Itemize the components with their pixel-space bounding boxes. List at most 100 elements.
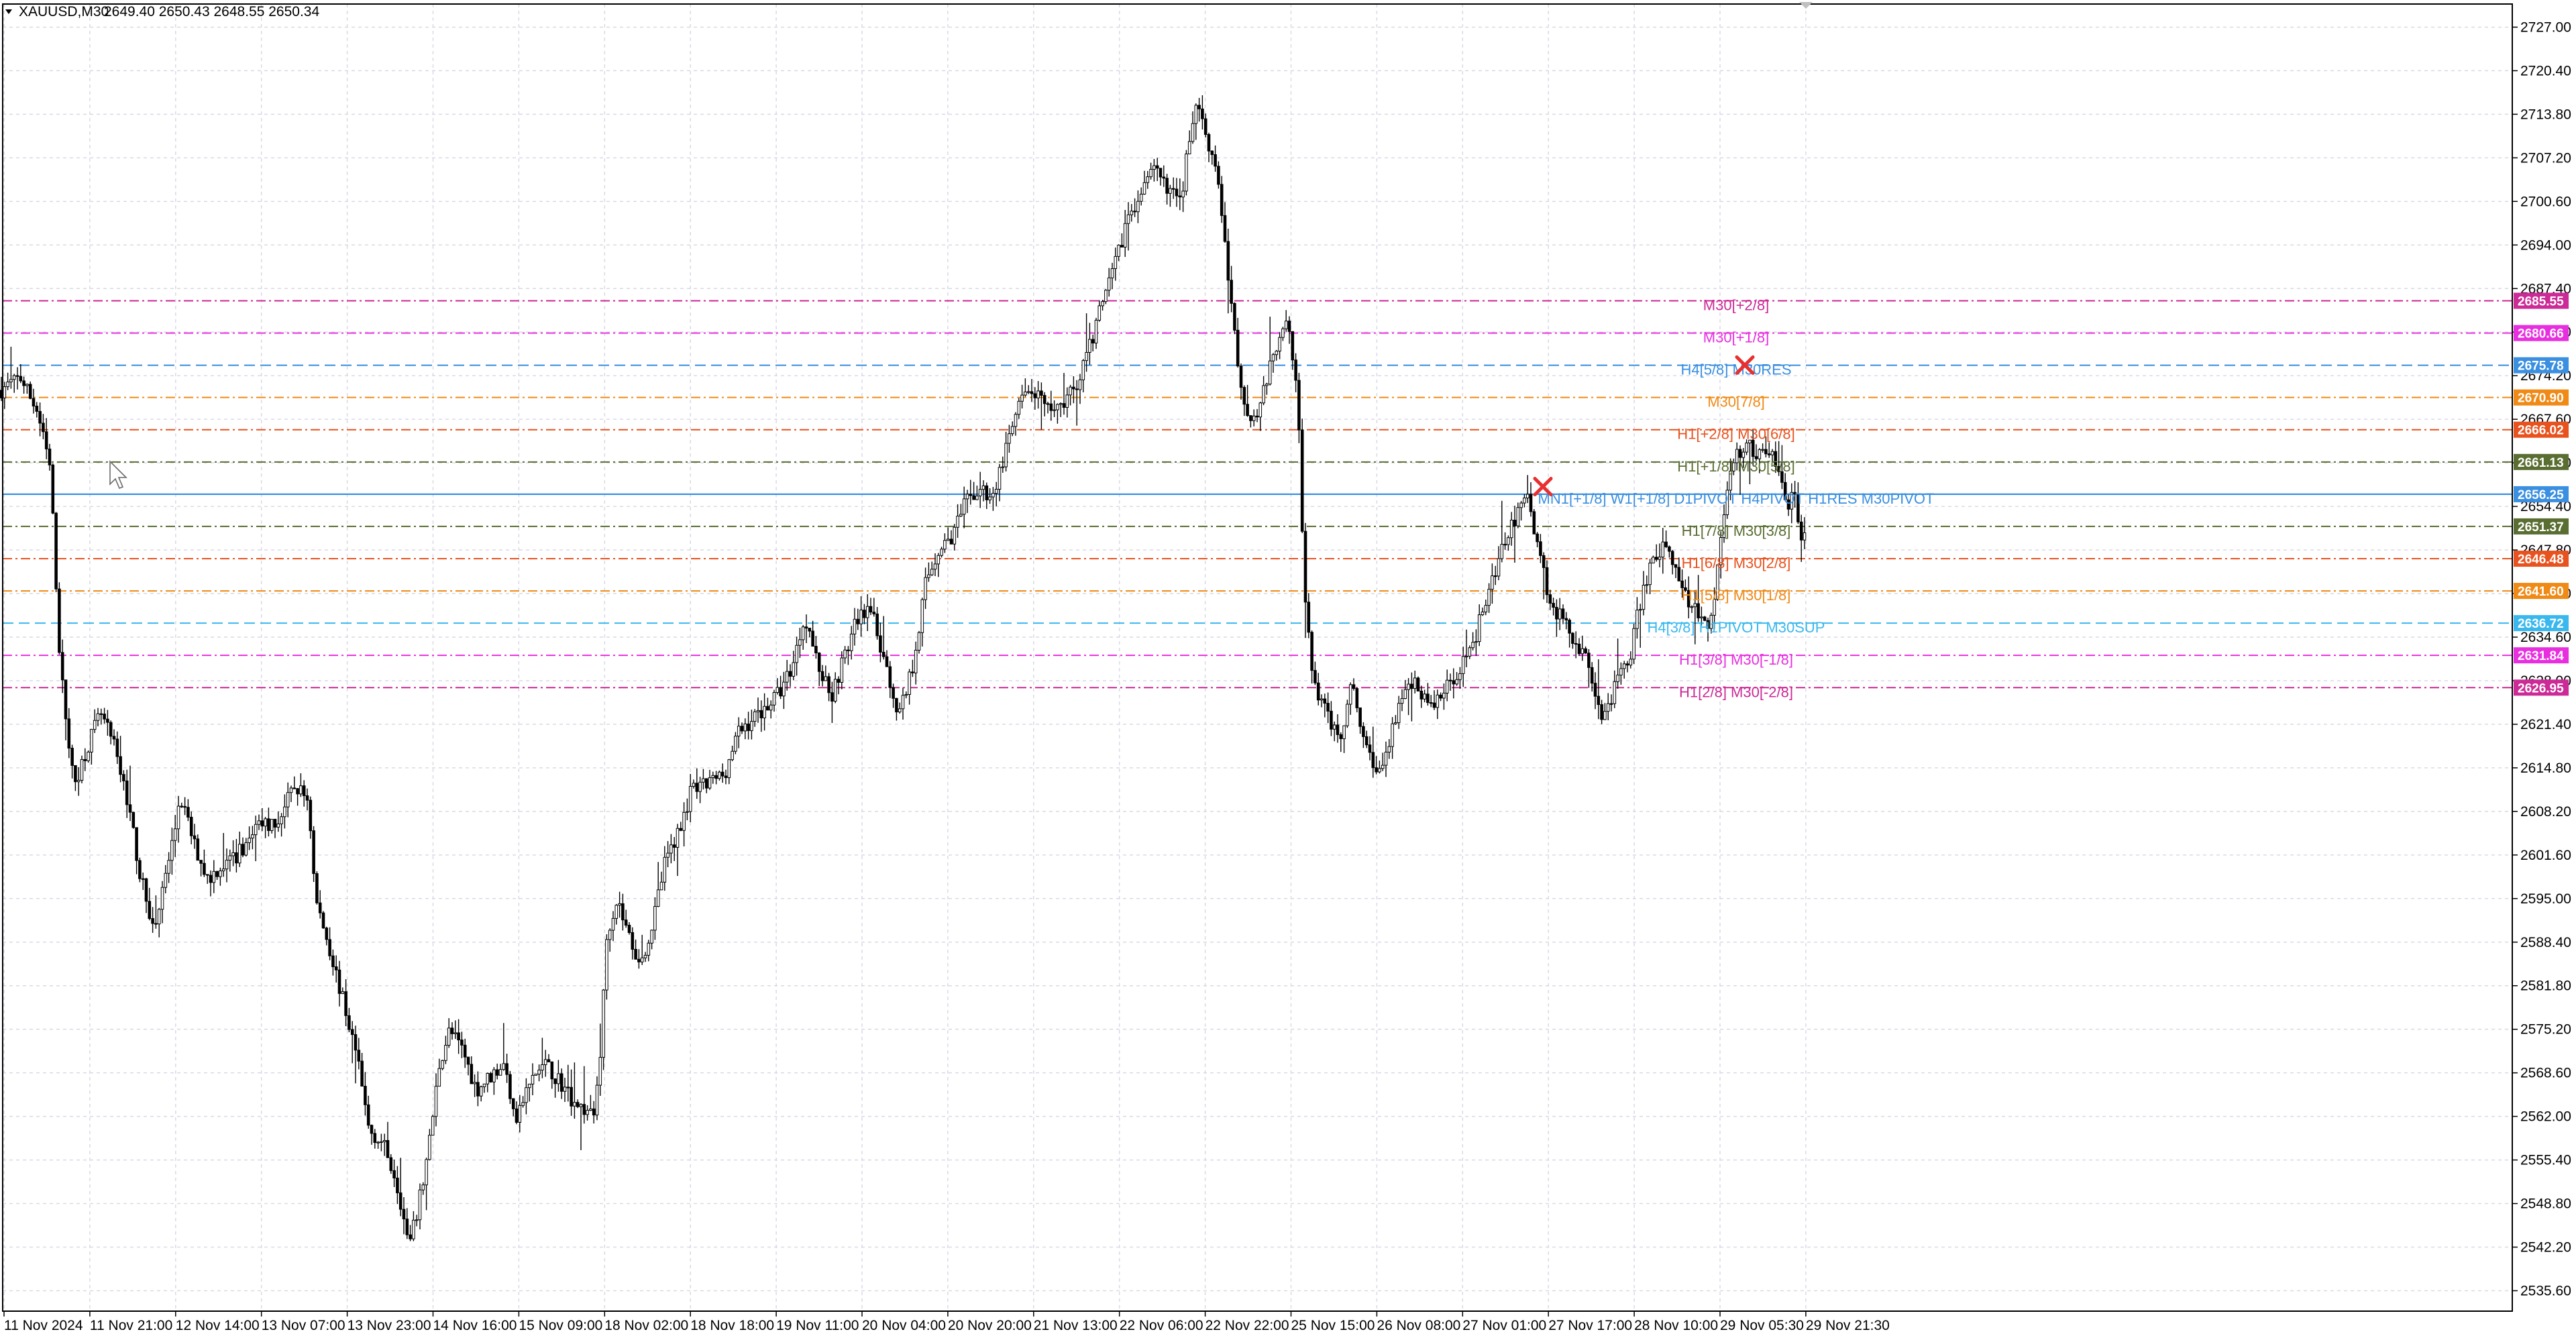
candle xyxy=(527,1083,531,1102)
candle xyxy=(1046,401,1050,414)
candle xyxy=(1155,158,1159,182)
candle xyxy=(1036,381,1040,409)
candle xyxy=(537,1064,541,1082)
candle xyxy=(1107,268,1111,297)
candle xyxy=(779,675,782,700)
level-label: H1[+2/8] M30[6/8] xyxy=(1677,426,1795,443)
candle xyxy=(1194,103,1198,140)
candle xyxy=(1246,384,1249,417)
candle xyxy=(1201,95,1204,130)
candle xyxy=(1069,384,1072,406)
candle xyxy=(1597,659,1601,720)
candle xyxy=(64,679,68,740)
candle xyxy=(106,710,109,736)
candle xyxy=(1400,689,1404,712)
x-tick-label: 28 Nov 10:00 xyxy=(1634,1318,1718,1333)
candle xyxy=(396,1166,399,1205)
symbol-menu-icon[interactable] xyxy=(5,9,12,14)
candle xyxy=(1722,504,1726,543)
candle xyxy=(122,770,125,791)
candle xyxy=(235,838,238,873)
candle xyxy=(1097,300,1102,322)
candle xyxy=(924,567,927,609)
candle xyxy=(199,860,203,877)
candle xyxy=(1677,557,1681,581)
candle xyxy=(511,1098,515,1117)
candle xyxy=(1187,130,1191,155)
candle xyxy=(441,1060,444,1070)
candle xyxy=(148,887,152,921)
candle xyxy=(1146,170,1150,189)
candle xyxy=(160,881,164,924)
candle xyxy=(865,594,869,632)
chart-axes xyxy=(2,3,2513,1312)
candle xyxy=(1436,689,1440,720)
candle xyxy=(1268,317,1272,386)
candle xyxy=(389,1154,393,1174)
candle xyxy=(231,840,235,866)
candle xyxy=(1732,458,1735,476)
candle xyxy=(698,777,702,803)
candle xyxy=(1136,190,1140,223)
candle xyxy=(804,614,808,643)
candle xyxy=(450,1022,454,1040)
candle xyxy=(1423,689,1426,703)
candle xyxy=(1587,649,1591,688)
price-tag: 2661.13 xyxy=(2514,453,2569,470)
candle xyxy=(1645,575,1649,594)
candle xyxy=(267,807,270,837)
candle xyxy=(704,778,708,793)
candle xyxy=(1203,113,1208,137)
candle xyxy=(495,1063,499,1080)
candle xyxy=(1751,429,1755,466)
x-tick-label: 29 Nov 05:30 xyxy=(1720,1318,1804,1333)
candle xyxy=(1294,353,1297,392)
candle xyxy=(364,1072,367,1116)
candle xyxy=(1725,481,1729,519)
price-tag: 2680.66 xyxy=(2514,325,2569,341)
candle xyxy=(1014,412,1018,436)
candle xyxy=(1493,565,1497,585)
candle xyxy=(1693,590,1697,645)
candle xyxy=(820,665,824,687)
candle xyxy=(473,1074,476,1097)
candle xyxy=(67,708,71,759)
candle xyxy=(782,671,786,710)
candle xyxy=(380,1133,383,1152)
candle xyxy=(853,608,857,646)
candle xyxy=(911,659,914,677)
candle xyxy=(1684,579,1687,592)
candle xyxy=(1664,530,1668,549)
candle xyxy=(1303,522,1307,638)
candle xyxy=(930,561,934,576)
price-tag-text: 2680.66 xyxy=(2518,327,2564,341)
candle xyxy=(1191,111,1195,144)
candle xyxy=(48,443,52,471)
candle xyxy=(595,1076,599,1121)
candle xyxy=(1223,202,1227,243)
candle xyxy=(1803,517,1807,549)
candle xyxy=(534,1073,538,1076)
candle xyxy=(1284,310,1288,332)
candle xyxy=(631,927,635,960)
candle xyxy=(1065,387,1069,418)
candle xyxy=(1491,563,1494,604)
candle xyxy=(119,736,122,783)
candle xyxy=(531,1063,535,1096)
chart-shift-icon[interactable] xyxy=(1799,2,1813,9)
candle xyxy=(1242,385,1246,416)
candle xyxy=(476,1071,480,1107)
candle xyxy=(189,811,193,844)
candle xyxy=(1391,717,1394,759)
candle xyxy=(1606,693,1610,721)
candle xyxy=(325,926,329,946)
candle xyxy=(525,1078,528,1115)
candle xyxy=(276,811,280,832)
candle xyxy=(643,952,647,962)
candle xyxy=(360,1052,364,1087)
candle xyxy=(908,669,911,705)
price-tags: 2685.55 2680.66 2675.78 2670.90 2666.02 2661.… xyxy=(2514,292,2569,696)
candle xyxy=(1658,543,1662,567)
candle xyxy=(54,512,58,592)
